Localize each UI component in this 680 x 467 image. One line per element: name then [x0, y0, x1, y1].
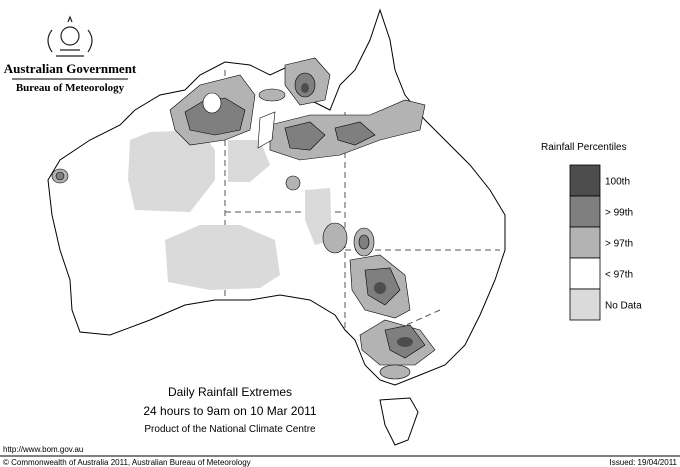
footer-url: http://www.bom.gov.au — [3, 445, 83, 454]
legend-label: > 99th — [605, 208, 633, 219]
legend-title: Rainfall Percentiles — [541, 142, 627, 153]
agency: Australian Government — [4, 61, 137, 76]
legend-swatch — [569, 195, 601, 228]
crest — [47, 15, 93, 57]
p99-areas — [55, 72, 426, 359]
legend-label: 100th — [605, 177, 630, 188]
legend-swatch — [569, 257, 601, 290]
legend-swatch — [569, 164, 601, 197]
bureau: Bureau of Meteorology — [16, 82, 125, 94]
legend: Rainfall Percentiles 100th > 99th > 97th < … — [541, 142, 642, 321]
caption-subtitle: 24 hours to 9am on 10 Mar 2011 — [143, 404, 317, 418]
legend-swatch — [569, 226, 601, 259]
p100-areas — [301, 83, 413, 347]
legend-label: < 97th — [605, 270, 633, 281]
footer-issued: Issued: 19/04/2011 — [610, 458, 678, 467]
map — [47, 8, 506, 446]
caption-note: Product of the National Climate Centre — [144, 424, 316, 435]
legend-swatch — [569, 288, 601, 321]
legend-label: > 97th — [605, 239, 633, 250]
no-data-areas — [128, 130, 332, 290]
tasmania — [379, 397, 419, 446]
legend-label: No Data — [605, 301, 642, 312]
caption-title: Daily Rainfall Extremes — [168, 385, 292, 399]
footer-copyright: © Commonwealth of Australia 2011, Austra… — [3, 458, 251, 467]
below-97-areas — [202, 92, 276, 149]
